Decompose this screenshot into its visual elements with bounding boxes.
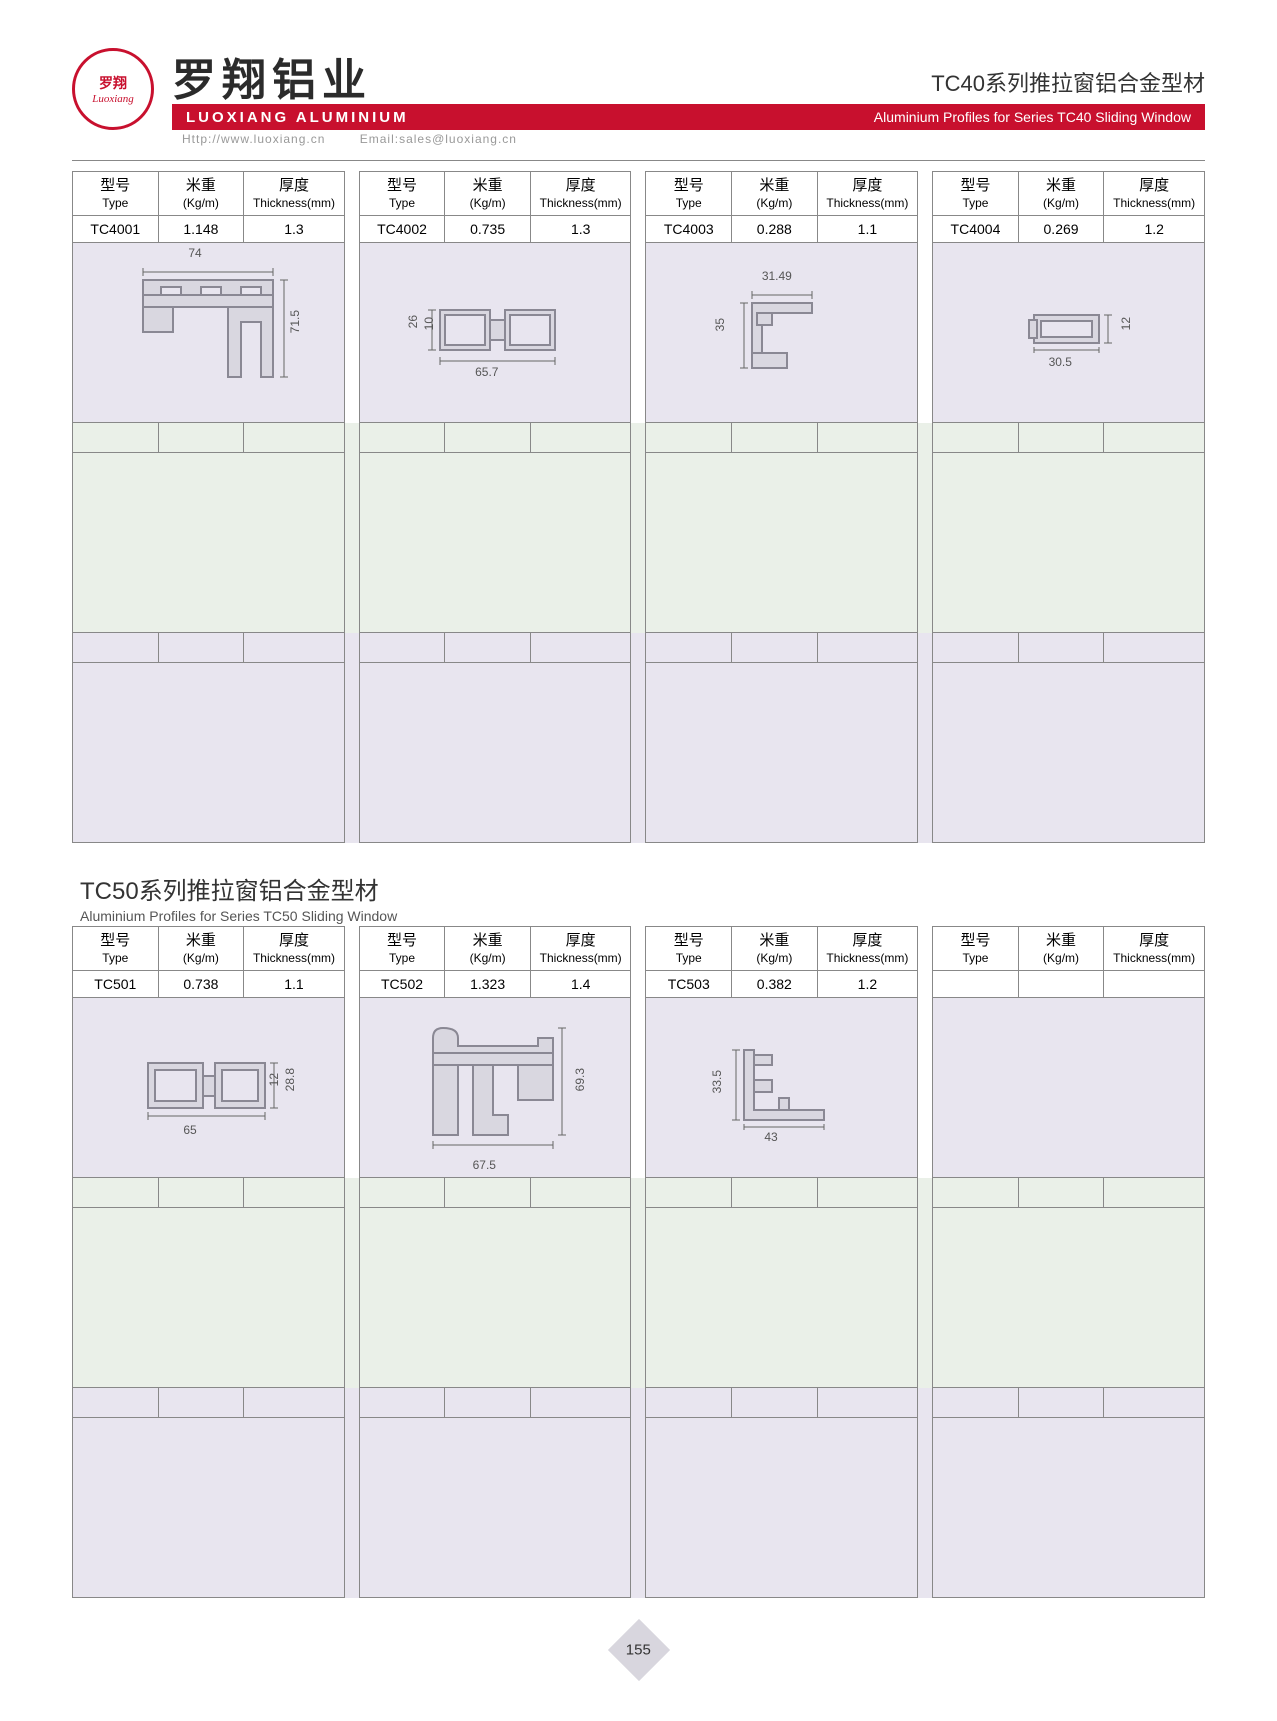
seal-en: Luoxiang: [92, 93, 134, 105]
profile-diagram: 74 71.5: [73, 243, 345, 423]
logo-seal: 罗翔 Luoxiang: [72, 48, 154, 130]
profile-diagram: 12 30.5: [933, 243, 1205, 423]
type-cell: TC4001: [73, 216, 159, 243]
header-row: 型号Type 米重(Kg/m) 厚度Thickness(mm) 型号Type 米…: [73, 172, 1205, 216]
page-number-badge: 155: [607, 1619, 669, 1681]
website-url: Http://www.luoxiang.cn: [182, 132, 325, 146]
brand-name-en: LUOXIANG ALUMINIUM: [186, 109, 409, 126]
profile-diagram: 33.5 43: [646, 998, 918, 1178]
profile-svg-icon: [418, 1013, 573, 1158]
contact-links: Http://www.luoxiang.cn Email:sales@luoxi…: [182, 132, 547, 146]
page-number: 155: [626, 1642, 651, 1659]
col-weight: 米重(Kg/m): [158, 172, 244, 216]
profile-diagram: 69.3 67.5: [359, 998, 631, 1178]
header-row: 型号Type 米重(Kg/m) 厚度Thickness(mm) 型号Type 米…: [73, 927, 1205, 971]
profile-diagram: 26 10 65.7: [359, 243, 631, 423]
profile-svg-icon: [724, 1040, 839, 1130]
divider: [72, 160, 1205, 161]
profile-svg-icon: [133, 1048, 283, 1123]
profile-diagram: 28.8 12 65: [73, 998, 345, 1178]
profile-diagram: 31.49 35: [646, 243, 918, 423]
profile-svg-icon: [727, 283, 837, 378]
page-header: 罗翔 Luoxiang 罗翔铝业 TC40系列推拉窗铝合金型材 LUOXIANG…: [72, 48, 1205, 138]
profile-svg-icon: [1019, 305, 1119, 355]
series-title-cn: TC40系列推拉窗铝合金型材: [931, 66, 1205, 98]
brand-bar: LUOXIANG ALUMINIUM Aluminium Profiles fo…: [172, 104, 1205, 130]
tc50-table: 型号Type 米重(Kg/m) 厚度Thickness(mm) 型号Type 米…: [72, 926, 1205, 1598]
seal-cn: 罗翔: [99, 73, 127, 93]
series-title-en: Aluminium Profiles for Series TC40 Slidi…: [874, 109, 1191, 125]
brand-name-cn: 罗翔铝业: [172, 44, 372, 108]
profile-diagram: [933, 998, 1205, 1178]
col-thick: 厚度Thickness(mm): [244, 172, 345, 216]
tc50-section-title: TC50系列推拉窗铝合金型材 Aluminium Profiles for Se…: [80, 871, 1205, 924]
col-type: 型号Type: [73, 172, 159, 216]
profile-svg-icon: [420, 295, 570, 365]
profile-svg-icon: [128, 260, 288, 400]
contact-email: Email:sales@luoxiang.cn: [360, 132, 517, 146]
tc40-table: 型号Type 米重(Kg/m) 厚度Thickness(mm) 型号Type 米…: [72, 171, 1205, 843]
catalog-page: 罗翔 Luoxiang 罗翔铝业 TC40系列推拉窗铝合金型材 LUOXIANG…: [0, 0, 1277, 1712]
